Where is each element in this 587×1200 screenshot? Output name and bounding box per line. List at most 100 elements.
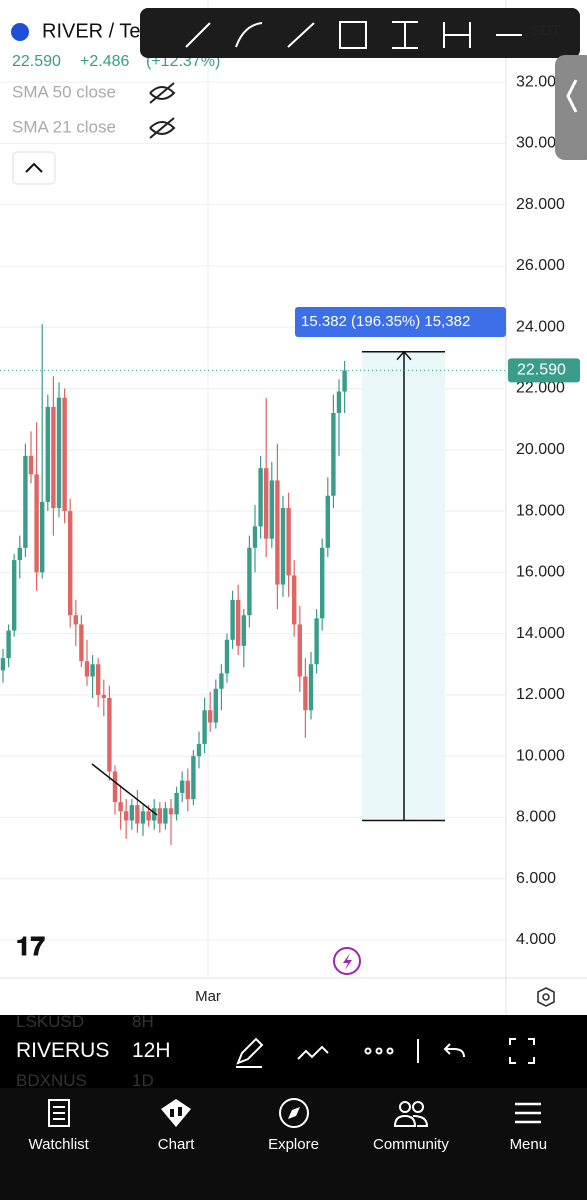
y-tick-label: 6.000 — [516, 870, 556, 887]
candle-body — [73, 615, 78, 625]
interval-prev: 8H — [132, 1012, 154, 1031]
candle-body — [208, 710, 213, 723]
trend-line — [91, 763, 158, 816]
collapse-button[interactable] — [12, 151, 56, 185]
flash-icon[interactable] — [333, 947, 361, 975]
interval-current[interactable]: 12H — [132, 1039, 171, 1062]
y-tick-label: 24.000 — [516, 318, 565, 335]
nav-icon — [393, 1101, 428, 1127]
candle-body — [168, 808, 174, 815]
candle-body — [292, 575, 297, 625]
y-tick-label: 4.000 — [516, 931, 556, 948]
nav-item[interactable]: Community — [352, 1088, 469, 1200]
candle-body — [79, 624, 84, 662]
nav-icon — [47, 1099, 70, 1127]
candle-body — [68, 511, 73, 616]
indicator[interactable]: SMA 50 close — [12, 82, 116, 101]
candle-body — [308, 664, 314, 711]
nav-item[interactable]: Menu — [470, 1088, 587, 1200]
y-tick-label: 20.000 — [516, 441, 565, 458]
side-tab[interactable] — [555, 55, 587, 160]
candle-body — [96, 664, 101, 695]
nav-icon — [278, 1098, 309, 1128]
symbol-prev[interactable]: LSKUSD — [16, 1012, 85, 1031]
candle-body — [275, 480, 280, 585]
candle-body — [12, 560, 17, 631]
candle-body — [28, 455, 34, 475]
nav-label: Community — [372, 1136, 449, 1153]
candle-body — [0, 658, 6, 671]
y-tick-label: 28.000 — [516, 196, 565, 213]
x-tick-label: Mar — [195, 988, 221, 1005]
candle-body — [101, 694, 106, 698]
nav-icon — [515, 1102, 542, 1124]
symbol-current[interactable]: RIVERUS — [16, 1039, 110, 1062]
candle-body — [314, 618, 319, 665]
candle-body — [331, 413, 336, 496]
nav-item[interactable]: Explore — [235, 1088, 352, 1200]
candle-body — [236, 599, 241, 646]
symbol-next[interactable]: BDXNUS — [16, 1071, 87, 1090]
candle-body — [45, 406, 50, 502]
candle-body — [62, 397, 67, 512]
candle-body — [342, 370, 347, 392]
candle-body — [112, 771, 118, 803]
candle-body — [90, 664, 95, 677]
candle-body — [252, 526, 258, 548]
nav-item[interactable]: Chart — [117, 1088, 234, 1200]
candle-body — [219, 673, 224, 689]
y-tick-label: 12.000 — [516, 686, 565, 703]
y-tick-label: 14.000 — [516, 625, 565, 642]
candle-body — [185, 780, 190, 800]
candle-body — [140, 811, 146, 824]
arrow-head — [396, 350, 412, 361]
measure-label: 15.382 (196.35%) 15,382 — [301, 313, 470, 330]
candle-body — [51, 406, 56, 508]
symbol: RIVER / Te — [42, 20, 141, 42]
y-tick-label: 10.000 — [516, 747, 565, 764]
last-price-label: 22.590 — [517, 362, 566, 379]
candle-body — [297, 624, 302, 677]
candle-body — [196, 743, 202, 757]
candle-body — [34, 474, 39, 573]
candle-body — [325, 495, 330, 548]
candle-body — [56, 397, 62, 508]
candle-body — [280, 507, 286, 585]
candle-body — [213, 688, 218, 723]
y-tick-label: 22.000 — [516, 380, 565, 397]
candle-body — [258, 468, 263, 527]
nav-icon — [161, 1099, 192, 1127]
candle-body — [336, 391, 342, 414]
indicator[interactable]: SMA 21 close — [12, 117, 116, 136]
settings-icon[interactable] — [537, 987, 555, 1007]
symbol-bar: LSKUSD 8H RIVERUS 12H BDXNUS 1D — [0, 1012, 587, 1090]
y-tick-label: 26.000 — [516, 257, 565, 274]
bottom-nav: Watchlist Chart Explore Community Menu — [0, 1088, 587, 1200]
candle-body — [17, 547, 22, 561]
y-tick-label: 8.000 — [516, 809, 556, 826]
nav-label: Chart — [157, 1136, 195, 1153]
y-tick-label: 30.000 — [516, 135, 565, 152]
candle-body — [174, 792, 179, 815]
candle-body — [152, 808, 157, 821]
candle-body — [124, 811, 129, 821]
last-price-box — [508, 358, 580, 383]
tv-logo: 𝟏𝟕 — [16, 931, 45, 961]
candle-body — [84, 661, 90, 677]
drawing-toolbar — [140, 8, 580, 58]
toolbar-icons[interactable] — [185, 21, 522, 49]
candle-body — [303, 676, 308, 711]
candle-body — [6, 630, 11, 659]
chart: 4.000 6.000 8.000 10.000 12.000 14.000 16.000 1… — [0, 0, 587, 1015]
candle-body — [224, 639, 230, 674]
nav-item[interactable]: Watchlist — [0, 1088, 117, 1200]
candle-body — [247, 547, 252, 616]
candle-body — [320, 547, 325, 619]
candle-body — [23, 455, 28, 548]
y-tick-label: 32.000 — [516, 73, 565, 90]
price: 22.590 — [12, 53, 61, 70]
actions[interactable] — [0, 1015, 587, 1088]
candle-body — [40, 501, 45, 573]
candle-body — [264, 468, 269, 539]
